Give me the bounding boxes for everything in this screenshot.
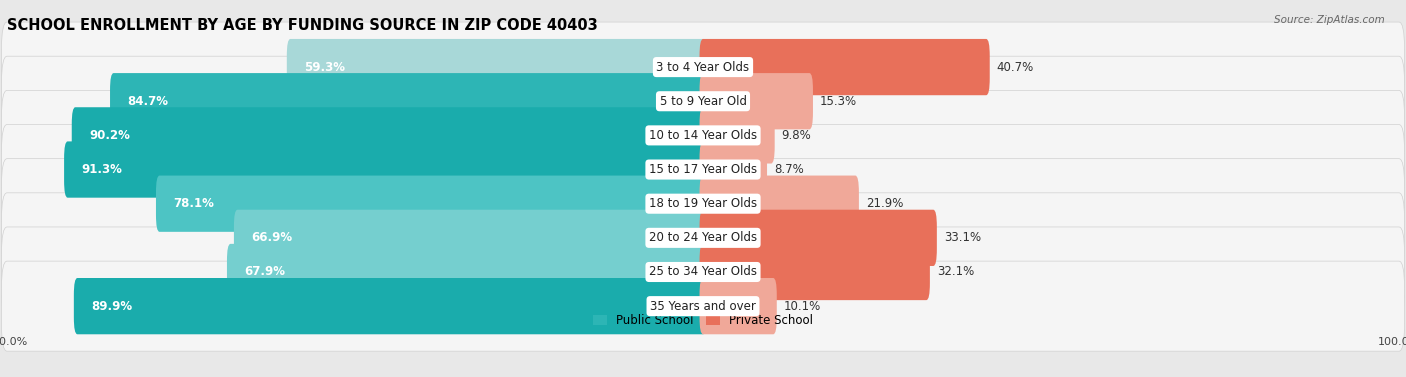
Text: 20 to 24 Year Olds: 20 to 24 Year Olds — [650, 231, 756, 244]
FancyBboxPatch shape — [700, 107, 775, 164]
Text: 10.1%: 10.1% — [783, 300, 821, 313]
FancyBboxPatch shape — [65, 141, 706, 198]
FancyBboxPatch shape — [1, 261, 1405, 351]
Text: 18 to 19 Year Olds: 18 to 19 Year Olds — [650, 197, 756, 210]
FancyBboxPatch shape — [700, 176, 859, 232]
FancyBboxPatch shape — [700, 210, 936, 266]
FancyBboxPatch shape — [1, 124, 1405, 215]
Text: 33.1%: 33.1% — [943, 231, 981, 244]
FancyBboxPatch shape — [72, 107, 706, 164]
Text: 67.9%: 67.9% — [245, 265, 285, 279]
Text: 10 to 14 Year Olds: 10 to 14 Year Olds — [650, 129, 756, 142]
FancyBboxPatch shape — [700, 244, 929, 300]
FancyBboxPatch shape — [1, 193, 1405, 283]
Text: 84.7%: 84.7% — [128, 95, 169, 108]
Text: 32.1%: 32.1% — [936, 265, 974, 279]
FancyBboxPatch shape — [700, 141, 768, 198]
FancyBboxPatch shape — [75, 278, 706, 334]
FancyBboxPatch shape — [700, 73, 813, 129]
FancyBboxPatch shape — [287, 39, 706, 95]
Text: Source: ZipAtlas.com: Source: ZipAtlas.com — [1274, 15, 1385, 25]
Text: 15 to 17 Year Olds: 15 to 17 Year Olds — [650, 163, 756, 176]
Text: 35 Years and over: 35 Years and over — [650, 300, 756, 313]
Text: 91.3%: 91.3% — [82, 163, 122, 176]
Legend: Public School, Private School: Public School, Private School — [588, 309, 818, 332]
Text: SCHOOL ENROLLMENT BY AGE BY FUNDING SOURCE IN ZIP CODE 40403: SCHOOL ENROLLMENT BY AGE BY FUNDING SOUR… — [7, 18, 598, 33]
FancyBboxPatch shape — [1, 159, 1405, 249]
Text: 89.9%: 89.9% — [91, 300, 132, 313]
FancyBboxPatch shape — [1, 90, 1405, 181]
Text: 3 to 4 Year Olds: 3 to 4 Year Olds — [657, 61, 749, 74]
Text: 90.2%: 90.2% — [89, 129, 129, 142]
FancyBboxPatch shape — [1, 56, 1405, 146]
Text: 8.7%: 8.7% — [773, 163, 804, 176]
Text: 59.3%: 59.3% — [304, 61, 346, 74]
FancyBboxPatch shape — [1, 22, 1405, 112]
FancyBboxPatch shape — [233, 210, 706, 266]
FancyBboxPatch shape — [226, 244, 706, 300]
Text: 15.3%: 15.3% — [820, 95, 858, 108]
Text: 25 to 34 Year Olds: 25 to 34 Year Olds — [650, 265, 756, 279]
Text: 21.9%: 21.9% — [866, 197, 903, 210]
FancyBboxPatch shape — [700, 39, 990, 95]
FancyBboxPatch shape — [1, 227, 1405, 317]
FancyBboxPatch shape — [110, 73, 706, 129]
Text: 9.8%: 9.8% — [782, 129, 811, 142]
Text: 78.1%: 78.1% — [173, 197, 214, 210]
Text: 40.7%: 40.7% — [997, 61, 1033, 74]
Text: 5 to 9 Year Old: 5 to 9 Year Old — [659, 95, 747, 108]
Text: 66.9%: 66.9% — [252, 231, 292, 244]
FancyBboxPatch shape — [156, 176, 706, 232]
FancyBboxPatch shape — [700, 278, 776, 334]
